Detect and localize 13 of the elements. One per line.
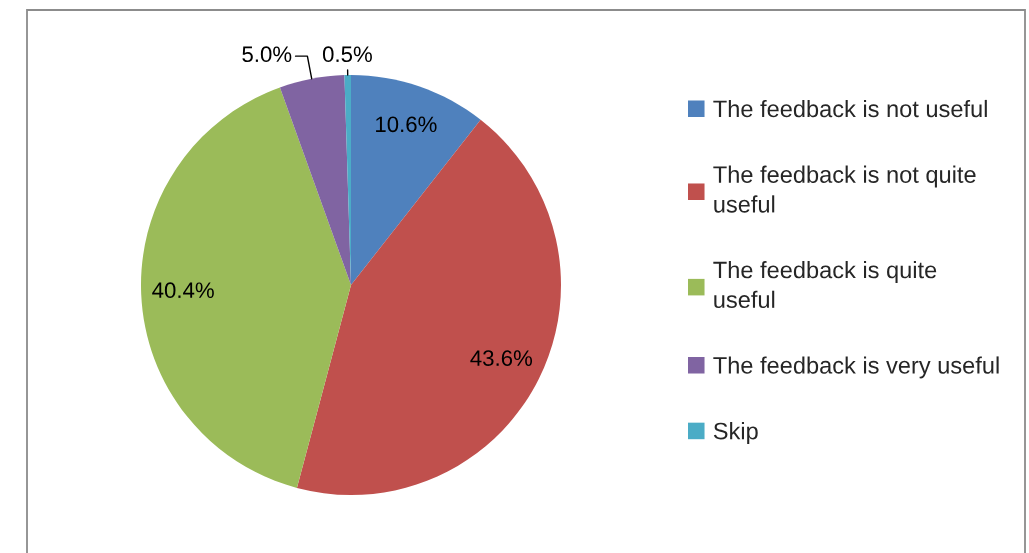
legend-label: The feedback is not useful — [713, 99, 987, 118]
legend-label: The feedback is quite useful — [713, 261, 937, 309]
data-label: 10.6% — [376, 116, 437, 133]
legend-label: Skip — [713, 422, 758, 445]
pie-slice — [279, 75, 351, 285]
pie-slice — [351, 75, 481, 285]
legend-label: The feedback is not quite useful — [713, 165, 976, 213]
pie-slice — [141, 87, 351, 488]
data-label: 0.5% — [322, 46, 372, 63]
data-label: 5.0% — [242, 46, 292, 63]
legend-label: The feedback is very useful — [713, 356, 999, 379]
data-label: 43.6% — [470, 350, 533, 366]
data-label: 40.4% — [152, 282, 214, 299]
